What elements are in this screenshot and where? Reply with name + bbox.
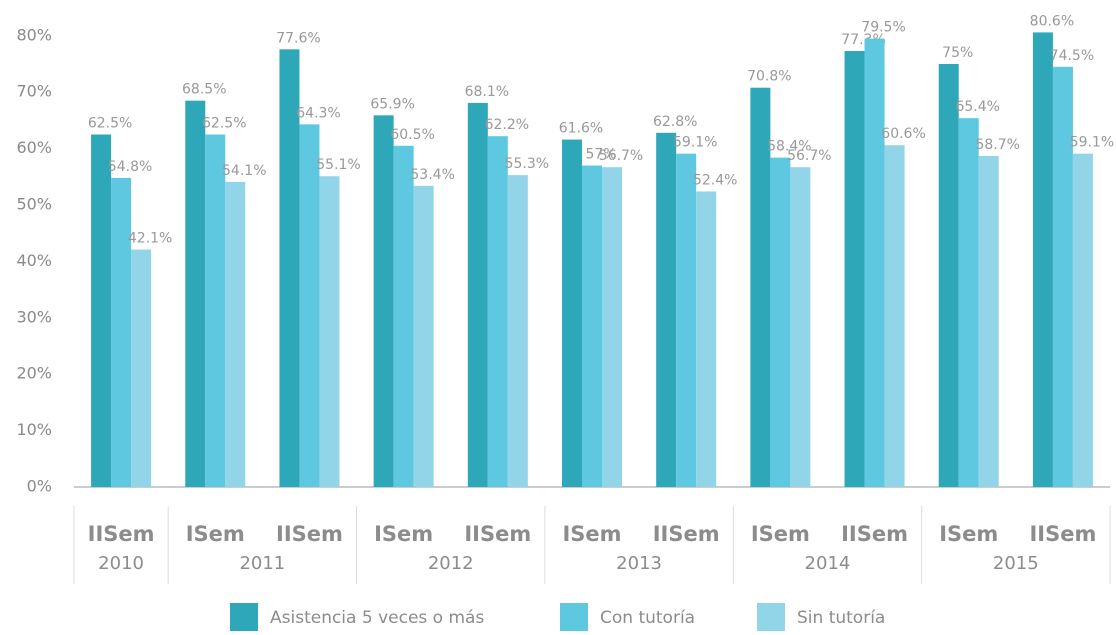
value-label: 62.8% [653, 114, 697, 130]
y-tick-label: 0% [27, 477, 52, 496]
value-label: 56.7% [599, 148, 643, 164]
value-label: 52.4% [693, 172, 737, 188]
value-label: 68.1% [465, 84, 509, 100]
bar [864, 38, 885, 488]
bar [676, 153, 697, 487]
value-label: 59.1% [673, 135, 717, 151]
bar [507, 175, 528, 487]
legend-label: Sin tutoría [797, 608, 885, 628]
value-label: 57% [585, 147, 616, 163]
legend-label: Asistencia 5 veces o más [270, 608, 484, 628]
bar [790, 167, 811, 487]
value-label: 65.4% [955, 99, 999, 115]
bar [111, 177, 132, 488]
y-tick-label: 80% [16, 25, 52, 44]
x-tick-label: ISem [186, 522, 245, 546]
bar [844, 51, 865, 487]
x-tick-label: ISem [374, 522, 433, 546]
value-label: 59.1% [1070, 135, 1114, 151]
value-label: 75% [942, 45, 973, 61]
x-group-label: 2010 [98, 553, 144, 574]
value-label: 58.4% [767, 139, 811, 155]
x-tick-label: IISem [653, 522, 720, 546]
y-tick-label: 60% [16, 138, 52, 157]
value-label: 62.2% [485, 117, 529, 133]
x-tick-label: IISem [276, 522, 343, 546]
value-label: 62.5% [88, 116, 132, 132]
bar [750, 87, 771, 488]
y-tick-label: 30% [16, 307, 52, 326]
bar [393, 145, 414, 487]
legend-swatch [560, 603, 588, 631]
bar [1052, 66, 1073, 487]
value-label: 74.5% [1050, 48, 1094, 64]
bar [131, 249, 152, 487]
value-label: 79.5% [861, 20, 905, 36]
y-tick-label: 10% [16, 420, 52, 439]
legend-swatch [230, 603, 258, 631]
value-label: 77.6% [276, 30, 320, 46]
bar [413, 185, 434, 487]
y-tick-label: 40% [16, 251, 52, 270]
value-label: 80.6% [1030, 13, 1074, 29]
x-tick-label: IISem [1029, 522, 1096, 546]
bar [1072, 153, 1093, 487]
value-label: 54.8% [108, 159, 152, 175]
bar [1032, 32, 1053, 487]
bar [602, 167, 622, 487]
x-group-label: 2011 [239, 553, 285, 574]
bar [319, 176, 340, 487]
y-tick-label: 50% [16, 195, 52, 214]
bar [770, 157, 791, 487]
bar [225, 181, 246, 487]
value-label: 61.6% [559, 121, 603, 137]
x-tick-label: IISem [88, 522, 155, 546]
value-label: 65.9% [370, 96, 414, 112]
value-label: 55.3% [505, 156, 549, 172]
bar [978, 155, 999, 487]
x-group-label: 2014 [805, 553, 851, 574]
value-label: 60.6% [881, 126, 925, 142]
value-label: 53.4% [410, 167, 454, 183]
x-group-label: 2015 [993, 553, 1039, 574]
legend-swatch [757, 603, 785, 631]
y-tick-label: 70% [16, 82, 52, 101]
value-label: 56.7% [787, 148, 831, 164]
x-tick-label: IISem [841, 522, 908, 546]
x-group-label: 2012 [428, 553, 474, 574]
value-label: 68.5% [182, 82, 226, 98]
x-tick-label: ISem [939, 522, 998, 546]
value-label: 54.1% [222, 163, 266, 179]
legend-label: Con tutoría [600, 608, 695, 628]
bar [185, 100, 206, 487]
x-group-label: 2013 [616, 553, 662, 574]
value-label: 70.8% [747, 69, 791, 85]
value-label: 42.1% [128, 231, 172, 247]
bar [279, 49, 300, 487]
y-tick-label: 20% [16, 364, 52, 383]
x-tick-label: IISem [464, 522, 531, 546]
bar [696, 191, 717, 488]
x-tick-label: ISem [751, 522, 810, 546]
bar [91, 134, 112, 487]
bar [582, 165, 602, 487]
value-label: 60.5% [390, 127, 434, 143]
bar [299, 124, 320, 488]
value-label: 64.3% [296, 105, 340, 121]
value-label: 58.7% [975, 137, 1019, 153]
bar [562, 139, 582, 488]
bar [467, 102, 488, 487]
bar [938, 64, 959, 487]
bar [656, 132, 677, 488]
bar [205, 134, 226, 487]
bar [884, 145, 905, 487]
bar [958, 118, 979, 488]
bar [487, 136, 508, 487]
value-label: 55.1% [316, 157, 360, 173]
x-tick-label: ISem [562, 522, 621, 546]
value-label: 62.5% [202, 116, 246, 132]
bar [373, 115, 394, 487]
